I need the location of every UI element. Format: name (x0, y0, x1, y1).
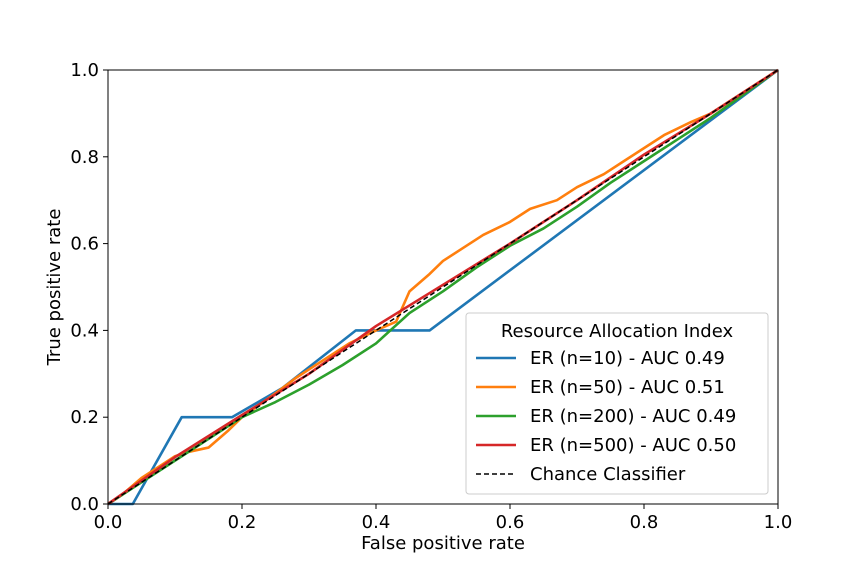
series-line-4 (107, 69, 779, 505)
series-line-0 (108, 68, 779, 506)
y-tick-label: 0.6 (70, 234, 99, 255)
y-tick-label: 0.4 (70, 320, 99, 341)
x-axis-label: False positive rate (361, 533, 525, 554)
legend-entries: ER (n=10) - AUC 0.49 ER (n=50) - AUC 0.51… (476, 348, 736, 485)
x-tick-label: 0.4 (362, 512, 391, 533)
legend: Resource Allocation Index ER (n=10) - AU… (465, 312, 769, 495)
y-tick-label: 0.0 (70, 494, 99, 515)
legend-label-4: Chance Classifier (530, 464, 686, 485)
y-tick-label: 0.2 (70, 407, 99, 428)
legend-box (465, 312, 769, 495)
ticks-layer: 0.00.0 0.2 0.2 0.4 0.4 0.6 0.6 0.8 0.8 1.0 1.0 (70, 60, 792, 533)
y-tick-label: 1.0 (70, 60, 99, 81)
series-line-3 (107, 68, 779, 506)
legend-label-0: ER (n=10) - AUC 0.49 (530, 348, 725, 369)
x-tick-label: 0.0 (94, 512, 123, 533)
x-tick-label: 1.0 (764, 512, 793, 533)
x-tick-label: 0.2 (228, 512, 257, 533)
y-tick-label: 0.8 (70, 147, 99, 168)
x-tick-label: 0.6 (496, 512, 525, 533)
plot-frame (107, 69, 779, 505)
x-tick-label: 0.8 (630, 512, 659, 533)
series-line-2 (107, 68, 779, 506)
legend-label-1: ER (n=50) - AUC 0.51 (530, 377, 725, 398)
y-axis-label: True positive rate (44, 209, 65, 367)
series-layer (107, 68, 779, 506)
legend-title: Resource Allocation Index (501, 321, 734, 342)
legend-label-2: ER (n=200) - AUC 0.49 (530, 406, 736, 427)
legend-label-3: ER (n=500) - AUC 0.50 (530, 435, 736, 456)
series-line-1 (107, 68, 779, 506)
